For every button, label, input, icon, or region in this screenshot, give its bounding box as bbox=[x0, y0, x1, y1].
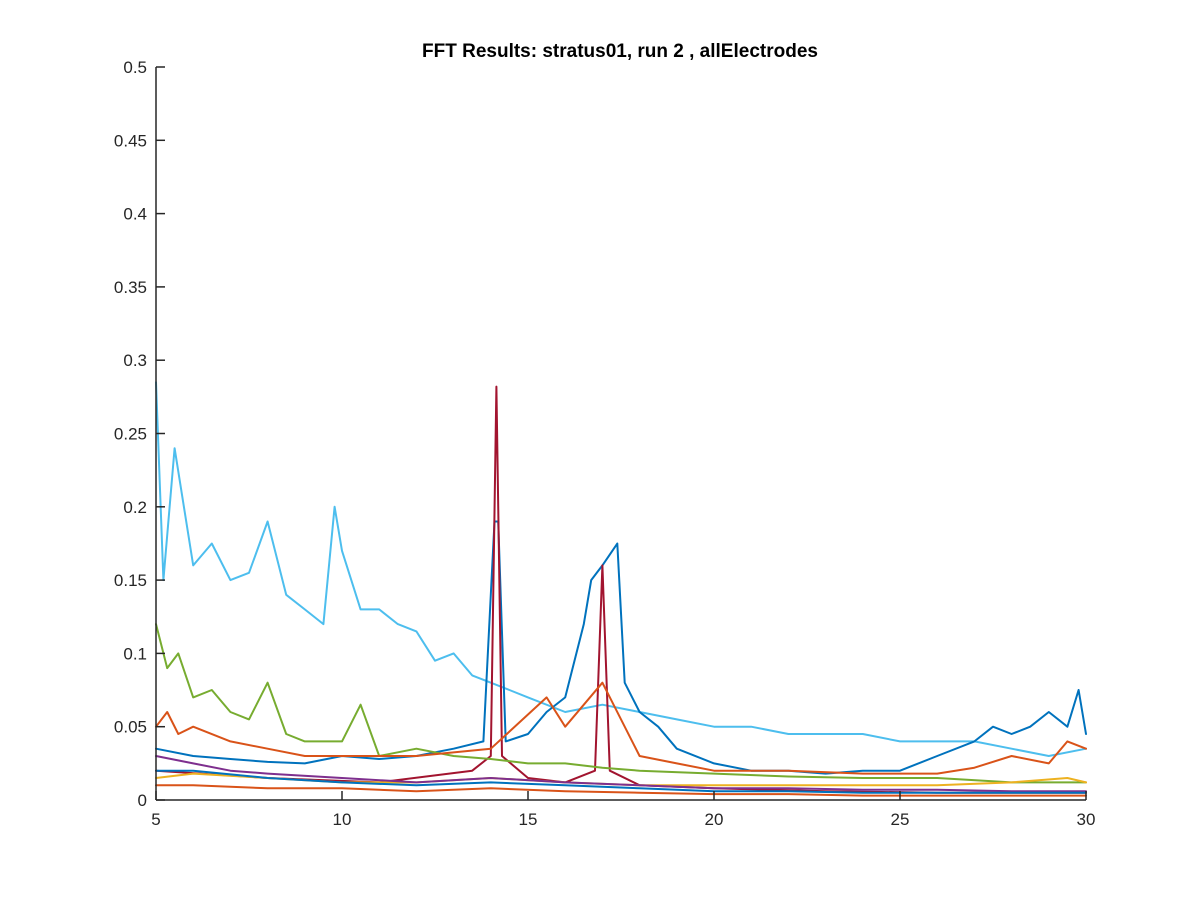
series-line-9 bbox=[155, 784, 1087, 797]
series-line-7 bbox=[155, 755, 1087, 793]
y-tick-label: 0.3 bbox=[123, 351, 147, 370]
x-tick-label: 10 bbox=[333, 810, 352, 829]
series-line-1 bbox=[155, 381, 1087, 757]
series-line-8 bbox=[155, 769, 1087, 794]
y-tick-label: 0 bbox=[138, 791, 147, 810]
y-tick-label: 0.35 bbox=[114, 278, 147, 297]
axes: 5 10 15 20 25 30 0 0.05 0.1 0.15 0.2 0.25 0.3 0.35 0.4… bbox=[114, 58, 1096, 829]
series-line-3 bbox=[155, 385, 1087, 794]
series-line-4 bbox=[155, 623, 1087, 784]
y-tick-label: 0.2 bbox=[123, 498, 147, 517]
chart-title: FFT Results: stratus01, run 2 , allElect… bbox=[422, 41, 818, 62]
x-tick-label: 25 bbox=[891, 810, 910, 829]
y-tick-label: 0.25 bbox=[114, 425, 147, 444]
x-tick-label: 30 bbox=[1077, 810, 1096, 829]
y-tick-label: 0.45 bbox=[114, 131, 147, 150]
series-layer bbox=[155, 381, 1087, 797]
series-line-2 bbox=[155, 520, 1087, 775]
y-tick-label: 0.15 bbox=[114, 571, 147, 590]
y-tick-label: 0.4 bbox=[123, 205, 147, 224]
y-tick-label: 0.1 bbox=[123, 644, 147, 663]
y-tick-label: 0.5 bbox=[123, 58, 147, 77]
x-tick-label: 5 bbox=[151, 810, 160, 829]
y-tick-label: 0.05 bbox=[114, 718, 147, 737]
series-line-5 bbox=[155, 681, 1087, 775]
x-tick-label: 15 bbox=[519, 810, 538, 829]
x-tick-label: 20 bbox=[705, 810, 724, 829]
